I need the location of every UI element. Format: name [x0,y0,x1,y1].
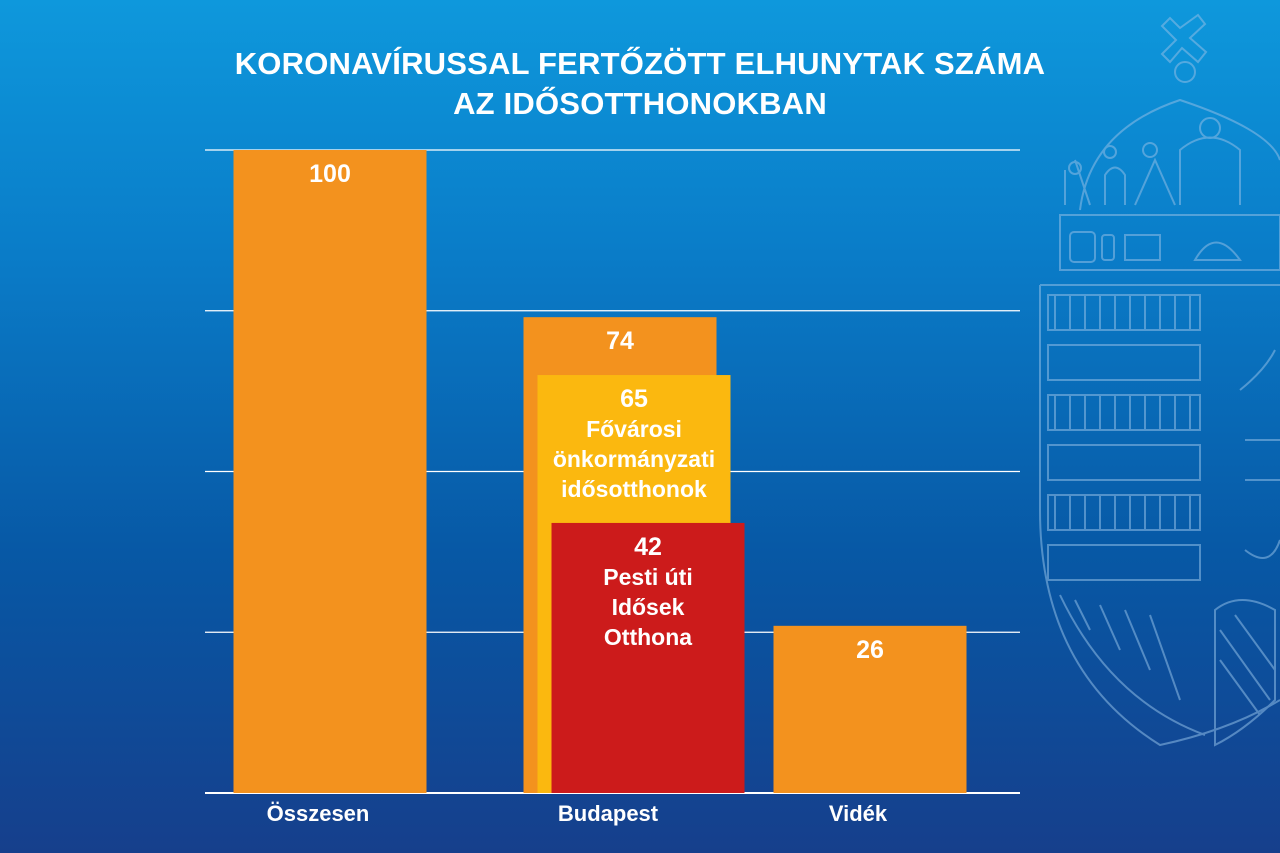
bar-value-label: 100 [309,160,351,188]
bar-annotation-label: Fővárosi [586,416,682,442]
bar-annotation-label: Pesti úti [603,564,692,590]
chart-title-line-1: KORONAVÍRUSSAL FERTŐZÖTT ELHUNYTAK SZÁMA [234,46,1046,81]
category-label: Vidék [829,801,888,826]
coat-of-arms-icon [1039,13,1280,747]
bar-vidék-26 [773,625,967,793]
category-label: Budapest [558,801,659,826]
bar-annotation-label: Otthona [604,624,692,650]
bar-value-label: 42 [634,533,662,561]
chart-title-line-2: AZ IDŐSOTTHONOKBAN [453,86,827,121]
bar-budapest-42 [551,522,745,793]
category-label: Összesen [267,801,370,826]
bar-összesen-100 [233,150,427,793]
bar-annotation-label: idősotthonok [561,476,707,502]
bar-value-label: 26 [856,636,884,664]
bar-value-label: 65 [620,385,648,413]
bar-annotation-label: önkormányzati [553,446,715,472]
bar-value-label: 74 [606,327,634,355]
bar-annotation-label: Idősek [612,594,685,620]
